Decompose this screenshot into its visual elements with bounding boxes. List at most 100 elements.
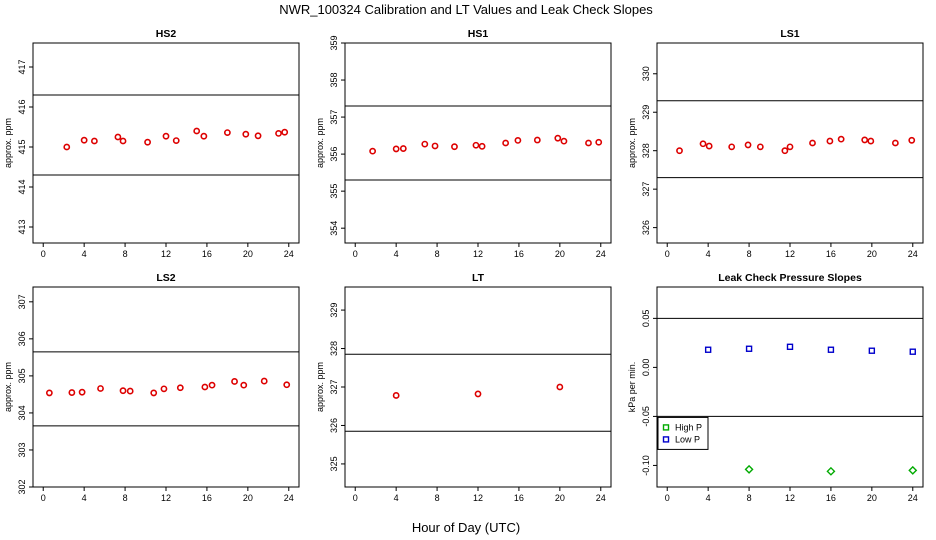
data-point: [699, 140, 707, 148]
y-tick-label: 416: [17, 99, 27, 114]
y-tick-label: 0.00: [641, 359, 651, 377]
x-tick-label: 8: [123, 493, 128, 503]
y-tick-label: 304: [17, 405, 27, 420]
y-tick-label: 305: [17, 368, 27, 383]
data-point: [162, 132, 170, 140]
y-tick-label: 328: [329, 341, 339, 356]
x-tick-label: 20: [867, 493, 877, 503]
data-point: [908, 136, 916, 144]
data-point: [260, 377, 268, 385]
data-point: [909, 348, 916, 355]
data-point: [728, 143, 736, 151]
x-tick-label: 4: [706, 493, 711, 503]
data-point: [451, 143, 458, 151]
panel-5: LT approx. ppm 0 4 8 12 16 20 24 325 326 327 328 329: [315, 272, 612, 503]
data-point: [781, 147, 789, 155]
data-point: [45, 389, 53, 397]
data-point: [868, 347, 876, 354]
data-point: [867, 137, 875, 145]
y-axis-label: approx. ppm: [3, 118, 13, 168]
x-tick-label: 4: [82, 249, 87, 259]
data-point: [472, 141, 480, 149]
x-tick-label: 24: [596, 493, 606, 503]
y-tick-label: 307: [17, 294, 27, 309]
data-point: [201, 383, 209, 391]
x-tick-label: 12: [473, 249, 483, 259]
y-tick-label: 306: [17, 331, 27, 346]
data-point: [595, 138, 603, 146]
plot-frame: [344, 286, 612, 488]
x-tick-label: 24: [908, 493, 918, 503]
x-tick-label: 20: [555, 493, 565, 503]
y-tick-label: 417: [17, 59, 27, 74]
x-tick-label: 20: [867, 249, 877, 259]
data-point: [144, 138, 151, 146]
y-tick-label: 327: [641, 182, 651, 197]
x-axis-label: Hour of Day (UTC): [412, 520, 520, 535]
data-point: [514, 137, 522, 144]
data-point: [756, 143, 764, 151]
data-point: [119, 137, 127, 145]
data-point: [242, 130, 250, 138]
data-point: [63, 143, 71, 151]
data-point: [119, 387, 127, 395]
data-point: [231, 378, 238, 385]
panel-title: LS1: [780, 28, 799, 40]
x-tick-label: 4: [394, 249, 399, 259]
data-point: [560, 137, 568, 145]
x-tick-label: 0: [353, 493, 358, 503]
y-tick-label: 414: [17, 179, 27, 194]
y-tick-label: 327: [329, 379, 339, 394]
x-tick-label: 8: [747, 493, 752, 503]
x-tick-label: 24: [284, 493, 294, 503]
data-point: [861, 136, 869, 144]
data-point: [80, 136, 88, 144]
panel-title: LT: [472, 272, 485, 284]
data-point: [223, 129, 231, 136]
x-tick-label: 24: [284, 249, 294, 259]
x-tick-label: 12: [161, 493, 171, 503]
data-point: [150, 389, 158, 397]
x-tick-label: 4: [82, 493, 87, 503]
legend-label: Low P: [675, 434, 700, 444]
data-point: [744, 141, 752, 149]
x-tick-label: 4: [706, 249, 711, 259]
data-point: [826, 466, 836, 476]
x-tick-label: 0: [665, 249, 670, 259]
data-point: [837, 135, 845, 143]
y-tick-label: 357: [329, 110, 339, 125]
data-point: [281, 128, 289, 136]
data-point: [114, 133, 122, 141]
data-point: [78, 388, 86, 396]
data-point: [809, 139, 816, 147]
x-tick-label: 16: [202, 249, 212, 259]
y-tick-label: 326: [329, 418, 339, 433]
data-point: [275, 129, 282, 137]
y-tick-label: 328: [641, 143, 651, 158]
legend-marker: [662, 436, 670, 443]
data-point: [554, 134, 562, 142]
y-tick-label: -0.10: [641, 455, 651, 476]
x-tick-label: 20: [243, 493, 253, 503]
data-point: [193, 127, 201, 135]
data-point: [208, 381, 216, 389]
data-point: [254, 132, 262, 140]
y-tick-label: 329: [641, 105, 651, 120]
plot-frame: [656, 42, 924, 244]
x-tick-label: 16: [514, 249, 524, 259]
y-tick-label: 355: [329, 184, 339, 199]
data-point: [392, 392, 400, 399]
legend-box: [657, 416, 709, 450]
data-point: [399, 145, 407, 152]
data-point: [97, 385, 104, 392]
x-tick-label: 12: [785, 493, 795, 503]
y-axis-label: kPa per min.: [627, 362, 637, 413]
y-tick-label: 354: [329, 221, 339, 236]
y-tick-label: 302: [17, 479, 27, 494]
y-axis-label: approx. ppm: [315, 362, 325, 412]
x-tick-label: 8: [435, 249, 440, 259]
panel-4: LS2 approx. ppm 0 4 8 12 16 20 24 302 303 304 305 306…: [3, 272, 300, 503]
data-point: [704, 346, 712, 353]
y-tick-label: 329: [329, 303, 339, 318]
